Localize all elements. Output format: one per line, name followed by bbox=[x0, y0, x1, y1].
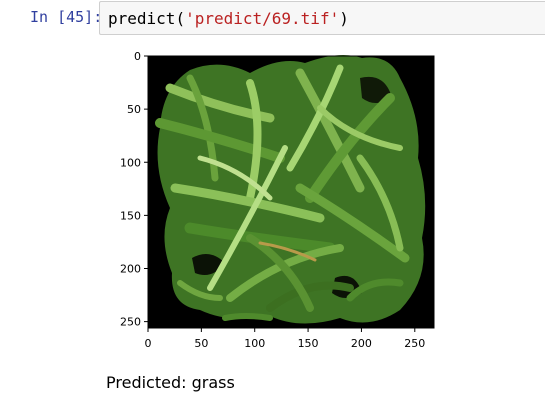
leaf-gap bbox=[360, 76, 392, 103]
image-frame bbox=[147, 55, 435, 329]
leaf bbox=[356, 154, 404, 252]
x-tick-label: 50 bbox=[194, 337, 208, 350]
prompt-label: In [45]: bbox=[30, 8, 103, 26]
leaf bbox=[197, 155, 273, 201]
leaf bbox=[170, 183, 325, 223]
y-tick-label: 50 bbox=[127, 103, 141, 116]
leaf bbox=[258, 241, 317, 262]
leaf bbox=[222, 313, 273, 321]
x-axis: 0 50 100 150 200 250 bbox=[145, 328, 425, 350]
leaf bbox=[286, 64, 344, 172]
code-string-arg: 'predict/69.tif' bbox=[185, 9, 340, 28]
prediction-output: Predicted: grass bbox=[106, 373, 235, 392]
leaf bbox=[186, 74, 219, 182]
leafy-grass-image bbox=[147, 54, 435, 329]
leaf bbox=[155, 118, 285, 163]
code-close-paren: ) bbox=[339, 9, 349, 28]
leaf bbox=[266, 281, 354, 312]
y-tick-label: 0 bbox=[134, 50, 141, 63]
code-fn: predict bbox=[108, 9, 176, 28]
y-tick-label: 100 bbox=[120, 156, 141, 169]
leaf bbox=[207, 145, 288, 291]
leaf-gap bbox=[192, 254, 225, 276]
x-tick-label: 100 bbox=[244, 337, 265, 350]
figure-svg: 0 50 100 150 200 250 0 50 100 150 200 250 bbox=[120, 50, 435, 350]
x-tick-label: 250 bbox=[404, 337, 425, 350]
leaf bbox=[295, 183, 410, 263]
x-tick-label: 0 bbox=[145, 337, 152, 350]
output-figure: 0 50 100 150 200 250 0 50 100 150 200 250 bbox=[100, 48, 460, 358]
y-tick-label: 200 bbox=[120, 263, 141, 276]
y-axis: 0 50 100 150 200 250 bbox=[120, 50, 148, 329]
leaf bbox=[305, 93, 395, 203]
x-tick-label: 150 bbox=[298, 337, 319, 350]
leaf-strokes bbox=[155, 64, 410, 321]
x-tick-label: 200 bbox=[351, 337, 372, 350]
leaf bbox=[246, 234, 314, 312]
code-input-area[interactable]: predict('predict/69.tif') bbox=[99, 1, 545, 35]
leaf bbox=[295, 68, 365, 193]
y-tick-label: 150 bbox=[120, 209, 141, 222]
leaf bbox=[177, 280, 223, 301]
code-line: predict('predict/69.tif') bbox=[108, 9, 349, 28]
leaf bbox=[346, 278, 404, 302]
y-tick-label: 250 bbox=[120, 316, 141, 329]
code-open-paren: ( bbox=[175, 9, 186, 28]
leaf bbox=[317, 105, 403, 151]
